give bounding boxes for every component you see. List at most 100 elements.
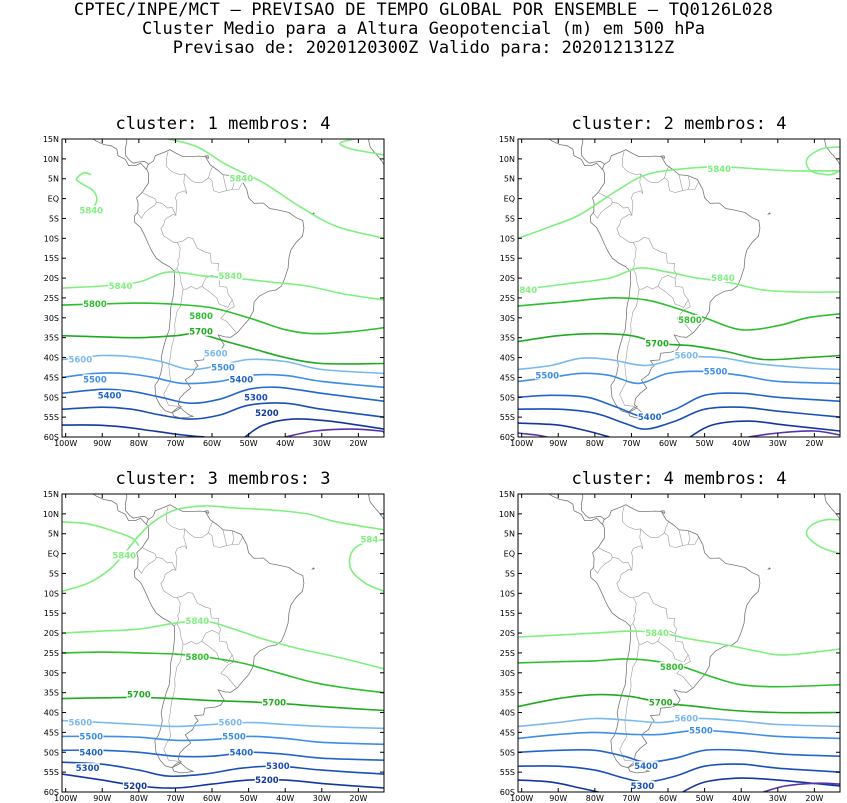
lat-tick-label: 55S: [500, 413, 515, 422]
contour-label: 5500: [704, 367, 728, 377]
country-border: [621, 506, 644, 571]
contour-label-bg: [243, 392, 269, 402]
coastline: [368, 494, 384, 520]
country-border: [621, 151, 644, 216]
coastline: [133, 504, 305, 769]
lat-tick-label: 30S: [500, 314, 515, 323]
contour-label: 5500: [222, 732, 246, 742]
contour-label-bg: [644, 628, 670, 638]
contour-label-bg: [637, 412, 662, 422]
header-title: CPTEC/INPE/MCT – PREVISAO DE TEMPO GLOBA…: [73, 0, 774, 20]
coastline: [204, 155, 210, 159]
country-border: [593, 547, 613, 574]
country-border: [163, 289, 184, 407]
contour-label: 5500: [689, 726, 713, 736]
lat-tick-label: 10N: [499, 155, 515, 164]
contour-label: 5800: [678, 316, 702, 326]
contour-label: 5500: [211, 363, 235, 373]
country-border: [619, 644, 640, 762]
contour-label: 5600: [674, 352, 698, 362]
contour-line: [62, 735, 384, 746]
country-border: [657, 286, 689, 308]
country-border: [208, 532, 244, 548]
country-border: [674, 633, 693, 688]
contour-line: [762, 782, 840, 792]
lon-tick-label: 50W: [240, 439, 258, 448]
lat-tick-label: 15S: [500, 609, 515, 618]
contour-label-bg: [185, 616, 210, 626]
contour-label-bg: [674, 350, 699, 360]
contour-line: [518, 630, 840, 656]
contour-label-bg: [82, 374, 108, 384]
map-frame: [61, 138, 385, 438]
contour-line: [62, 372, 384, 389]
lat-tick-label: 15N: [43, 135, 59, 144]
contour-label-bg: [68, 717, 93, 727]
lon-tick-label: 40W: [276, 794, 294, 803]
lon-tick-label: 30W: [769, 439, 787, 448]
coastline: [548, 139, 603, 170]
contour-label-bg: [265, 761, 291, 771]
contour-label-bg: [703, 366, 728, 376]
lat-tick-label: EQ: [48, 550, 59, 559]
contour-label: 5700: [127, 691, 151, 701]
contour-label: 5400: [634, 762, 658, 772]
contour-label-bg: [254, 775, 280, 785]
country-border: [231, 530, 235, 545]
panel-title-cluster-1: cluster: 1 membros: 4: [115, 114, 331, 134]
contour-line: [518, 779, 599, 792]
contour-line: [518, 693, 840, 714]
contour-label-bg: [518, 284, 538, 294]
coastline: [660, 510, 666, 514]
contour-label: 5800: [189, 312, 213, 322]
lat-tick-label: 45S: [44, 373, 59, 382]
contour-label-bg: [262, 697, 287, 707]
coastline: [824, 139, 840, 165]
contour-label: 5200: [255, 776, 279, 786]
contour-label-bg: [79, 747, 104, 757]
lon-tick-label: 100W: [54, 439, 77, 448]
lat-tick-label: 35S: [44, 689, 59, 698]
contour-label: 5300: [76, 764, 100, 774]
contour-label-bg: [633, 761, 659, 771]
contour-label: 5400: [98, 391, 122, 401]
contour-line: [748, 430, 840, 437]
lon-tick-label: 90W: [93, 439, 111, 448]
coastline: [767, 212, 771, 215]
contour-label-bg: [644, 338, 670, 348]
coastline: [548, 494, 603, 525]
lat-tick-label: 5S: [505, 214, 515, 223]
lon-tick-label: 80W: [130, 794, 148, 803]
contour-label: 5300: [244, 393, 268, 403]
contour-label-bg: [75, 763, 100, 773]
lat-tick-label: 50S: [500, 748, 515, 757]
lat-tick-label: 10S: [44, 589, 59, 598]
coastline: [660, 155, 666, 159]
lon-tick-label: 90W: [549, 794, 567, 803]
country-border: [593, 192, 613, 219]
lat-tick-label: EQ: [504, 550, 515, 559]
lat-tick-label: 10N: [43, 510, 59, 519]
contour-line: [518, 406, 840, 430]
country-border: [687, 175, 691, 190]
lat-tick-label: 60S: [500, 433, 515, 442]
lon-tick-label: 20W: [349, 794, 367, 803]
contour-label-bg: [535, 370, 560, 380]
lat-tick-label: 10S: [500, 589, 515, 598]
contour-label-bg: [218, 271, 243, 281]
contour-label: 5600: [68, 356, 92, 366]
country-border: [137, 192, 157, 219]
lat-tick-label: 40S: [500, 354, 515, 363]
contour-line: [62, 761, 384, 778]
contour-label-bg: [710, 273, 736, 283]
coastline: [92, 494, 147, 525]
lat-tick-label: 15N: [499, 135, 515, 144]
lat-tick-label: 50S: [44, 393, 59, 402]
country-border: [176, 268, 220, 290]
panel-title-cluster-3: cluster: 3 membros: 3: [115, 469, 331, 489]
lon-tick-label: 20W: [805, 794, 823, 803]
lat-tick-label: 55S: [500, 768, 515, 777]
contour-line: [62, 773, 384, 789]
lon-tick-label: 90W: [93, 794, 111, 803]
